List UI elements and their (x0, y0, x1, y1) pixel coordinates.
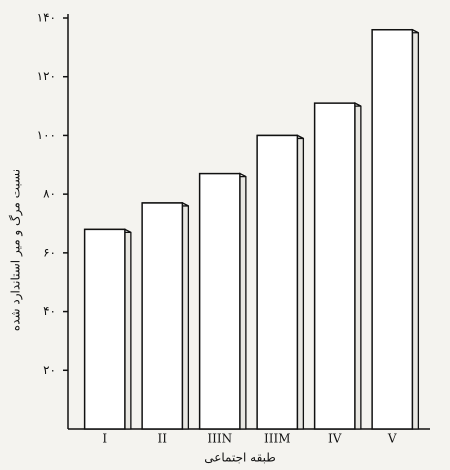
bar-side (354, 102, 362, 430)
bar-side (239, 172, 247, 430)
y-tick-label: ۱۰۰ (37, 128, 56, 142)
x-axis-label: طبقه اجتماعی (204, 451, 276, 465)
y-tick-label: ۴۰ (43, 304, 56, 318)
bar (141, 202, 184, 430)
bar (198, 172, 241, 430)
y-tick-label: ۱۴۰ (37, 11, 56, 25)
y-tick-label: ۱۲۰ (37, 69, 56, 83)
y-tick-label: ۲۰ (43, 363, 56, 377)
x-tick-label: IIIM (264, 432, 291, 446)
bar-side (124, 228, 132, 430)
x-tick-label: II (158, 432, 168, 446)
x-tick-label: V (387, 432, 397, 446)
y-tick-label: ۸۰ (43, 187, 56, 201)
x-tick-label: IV (328, 432, 342, 446)
bar (83, 228, 126, 430)
bar-side (296, 134, 305, 430)
x-tick-label: I (102, 432, 107, 446)
bar (371, 28, 414, 430)
y-tick-label: ۶۰ (43, 245, 56, 259)
y-axis-label: نسبت مرگ و میر استاندارد شده (9, 169, 24, 331)
bar (256, 134, 299, 430)
bar-side (411, 28, 420, 430)
bar-side (181, 201, 190, 430)
x-tick-label: IIIN (207, 432, 232, 446)
bar (313, 102, 356, 430)
